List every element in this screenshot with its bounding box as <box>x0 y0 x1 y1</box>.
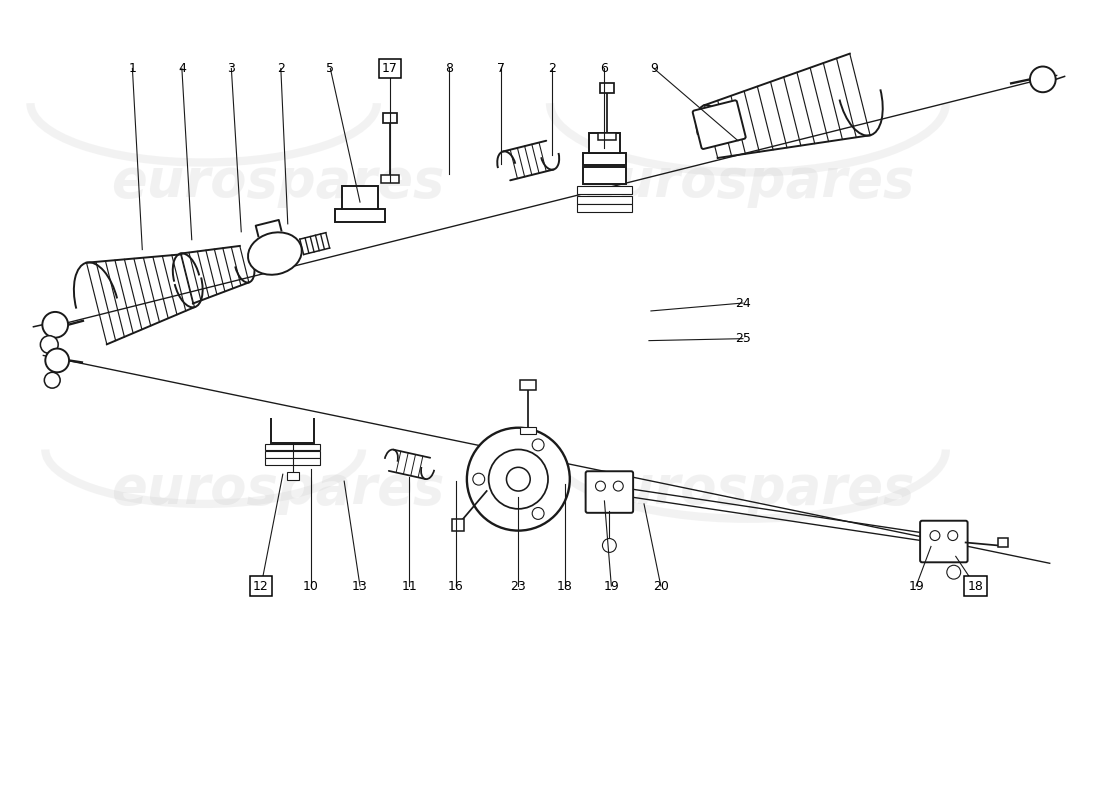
Circle shape <box>45 349 69 372</box>
Polygon shape <box>588 133 620 153</box>
Circle shape <box>466 428 570 530</box>
Polygon shape <box>336 209 385 222</box>
Text: 3: 3 <box>228 62 235 75</box>
Circle shape <box>948 530 958 541</box>
Text: 12: 12 <box>253 579 268 593</box>
Text: 19: 19 <box>604 579 619 593</box>
FancyBboxPatch shape <box>452 518 464 530</box>
Text: 6: 6 <box>601 62 608 75</box>
FancyBboxPatch shape <box>265 458 320 466</box>
FancyBboxPatch shape <box>999 538 1009 547</box>
Text: 4: 4 <box>178 62 186 75</box>
Text: 24: 24 <box>735 297 751 310</box>
Circle shape <box>603 538 616 552</box>
FancyBboxPatch shape <box>585 471 634 513</box>
Text: 23: 23 <box>510 579 526 593</box>
Circle shape <box>1030 66 1056 92</box>
Ellipse shape <box>248 232 301 274</box>
Circle shape <box>41 336 58 354</box>
Circle shape <box>595 481 605 491</box>
Text: 17: 17 <box>382 62 397 75</box>
Text: eurospares: eurospares <box>581 156 914 208</box>
Circle shape <box>614 481 624 491</box>
FancyBboxPatch shape <box>265 451 320 458</box>
FancyBboxPatch shape <box>381 175 398 183</box>
FancyBboxPatch shape <box>576 196 632 204</box>
Circle shape <box>488 450 548 509</box>
Circle shape <box>506 467 530 491</box>
FancyBboxPatch shape <box>383 113 397 123</box>
Text: eurospares: eurospares <box>111 156 444 208</box>
Text: 2: 2 <box>548 62 556 75</box>
Text: 13: 13 <box>352 579 367 593</box>
Polygon shape <box>342 186 377 209</box>
Text: 8: 8 <box>446 62 453 75</box>
Polygon shape <box>583 153 626 166</box>
Text: 18: 18 <box>968 579 983 593</box>
Text: 1: 1 <box>129 62 136 75</box>
FancyBboxPatch shape <box>520 426 536 434</box>
FancyBboxPatch shape <box>520 380 536 390</box>
FancyBboxPatch shape <box>920 521 968 562</box>
Circle shape <box>532 507 544 519</box>
FancyBboxPatch shape <box>693 100 746 149</box>
Circle shape <box>532 439 544 451</box>
FancyBboxPatch shape <box>576 204 632 212</box>
Text: 5: 5 <box>327 62 334 75</box>
FancyBboxPatch shape <box>287 472 298 480</box>
FancyBboxPatch shape <box>601 83 614 94</box>
Text: 16: 16 <box>448 579 464 593</box>
Polygon shape <box>180 246 249 303</box>
Bar <box>388 450 430 479</box>
Polygon shape <box>704 54 870 158</box>
Text: 11: 11 <box>402 579 417 593</box>
Text: eurospares: eurospares <box>111 463 444 515</box>
FancyBboxPatch shape <box>265 443 320 450</box>
Circle shape <box>947 566 960 579</box>
Text: 20: 20 <box>653 579 669 593</box>
Circle shape <box>44 372 60 388</box>
FancyBboxPatch shape <box>576 186 632 194</box>
Text: 10: 10 <box>302 579 319 593</box>
Bar <box>503 141 553 180</box>
Text: 18: 18 <box>557 579 573 593</box>
Text: 2: 2 <box>277 62 285 75</box>
Circle shape <box>930 530 939 541</box>
FancyBboxPatch shape <box>598 133 616 140</box>
Text: eurospares: eurospares <box>581 463 914 515</box>
Text: 9: 9 <box>650 62 658 75</box>
Text: 19: 19 <box>909 579 924 593</box>
Text: 7: 7 <box>496 62 505 75</box>
Text: 25: 25 <box>735 332 751 345</box>
Polygon shape <box>87 254 195 344</box>
Circle shape <box>42 312 68 338</box>
Circle shape <box>473 474 485 485</box>
Polygon shape <box>583 167 626 184</box>
